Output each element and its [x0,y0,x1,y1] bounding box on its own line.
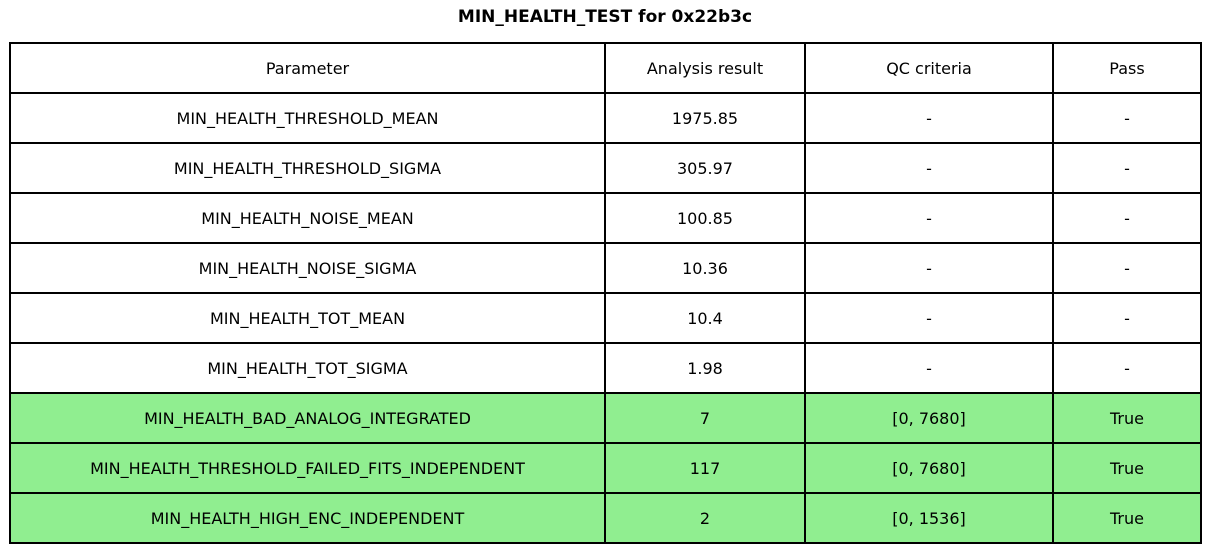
pass-cell: True [1052,442,1202,494]
pass-cell: - [1052,242,1202,294]
qc-criteria-cell: - [804,92,1054,144]
qc-criteria-cell: - [804,192,1054,244]
table-row: MIN_HEALTH_NOISE_SIGMA 10.36 - - [9,242,1202,294]
parameter-cell: MIN_HEALTH_THRESHOLD_FAILED_FITS_INDEPEN… [9,442,606,494]
pass-cell: - [1052,342,1202,394]
pass-cell: - [1052,92,1202,144]
qc-criteria-cell: - [804,142,1054,194]
analysis-result-cell: 100.85 [604,192,806,244]
analysis-result-cell: 10.4 [604,292,806,344]
analysis-result-cell: 2 [604,492,806,544]
table-row-passed: MIN_HEALTH_THRESHOLD_FAILED_FITS_INDEPEN… [9,442,1202,494]
qc-criteria-cell: - [804,242,1054,294]
pass-cell: True [1052,492,1202,544]
column-header-analysis-result: Analysis result [604,42,806,94]
qc-criteria-cell: [0, 7680] [804,442,1054,494]
table-row: MIN_HEALTH_THRESHOLD_MEAN 1975.85 - - [9,92,1202,144]
parameter-cell: MIN_HEALTH_HIGH_ENC_INDEPENDENT [9,492,606,544]
table-row: MIN_HEALTH_THRESHOLD_SIGMA 305.97 - - [9,142,1202,194]
column-header-pass: Pass [1052,42,1202,94]
parameter-cell: MIN_HEALTH_BAD_ANALOG_INTEGRATED [9,392,606,444]
chart-title: MIN_HEALTH_TEST for 0x22b3c [457,7,753,27]
qc-criteria-cell: - [804,292,1054,344]
parameter-cell: MIN_HEALTH_TOT_SIGMA [9,342,606,394]
analysis-result-cell: 1.98 [604,342,806,394]
column-header-parameter: Parameter [9,42,606,94]
qc-criteria-cell: [0, 7680] [804,392,1054,444]
column-header-qc-criteria: QC criteria [804,42,1054,94]
parameter-cell: MIN_HEALTH_TOT_MEAN [9,292,606,344]
table-row: MIN_HEALTH_TOT_SIGMA 1.98 - - [9,342,1202,394]
qc-criteria-cell: [0, 1536] [804,492,1054,544]
pass-cell: True [1052,392,1202,444]
table-row: MIN_HEALTH_TOT_MEAN 10.4 - - [9,292,1202,344]
parameter-cell: MIN_HEALTH_THRESHOLD_SIGMA [9,142,606,194]
qc-criteria-cell: - [804,342,1054,394]
analysis-result-cell: 305.97 [604,142,806,194]
pass-cell: - [1052,292,1202,344]
analysis-result-cell: 117 [604,442,806,494]
table-row-passed: MIN_HEALTH_HIGH_ENC_INDEPENDENT 2 [0, 15… [9,492,1202,544]
parameter-cell: MIN_HEALTH_NOISE_MEAN [9,192,606,244]
header-row: Parameter Analysis result QC criteria Pa… [9,42,1202,94]
table-row: MIN_HEALTH_NOISE_MEAN 100.85 - - [9,192,1202,244]
table-row-passed: MIN_HEALTH_BAD_ANALOG_INTEGRATED 7 [0, 7… [9,392,1202,444]
parameter-cell: MIN_HEALTH_NOISE_SIGMA [9,242,606,294]
analysis-result-cell: 10.36 [604,242,806,294]
parameter-cell: MIN_HEALTH_THRESHOLD_MEAN [9,92,606,144]
pass-cell: - [1052,192,1202,244]
analysis-result-cell: 1975.85 [604,92,806,144]
pass-cell: - [1052,142,1202,194]
qc-results-table: Parameter Analysis result QC criteria Pa… [9,42,1202,544]
analysis-result-cell: 7 [604,392,806,444]
